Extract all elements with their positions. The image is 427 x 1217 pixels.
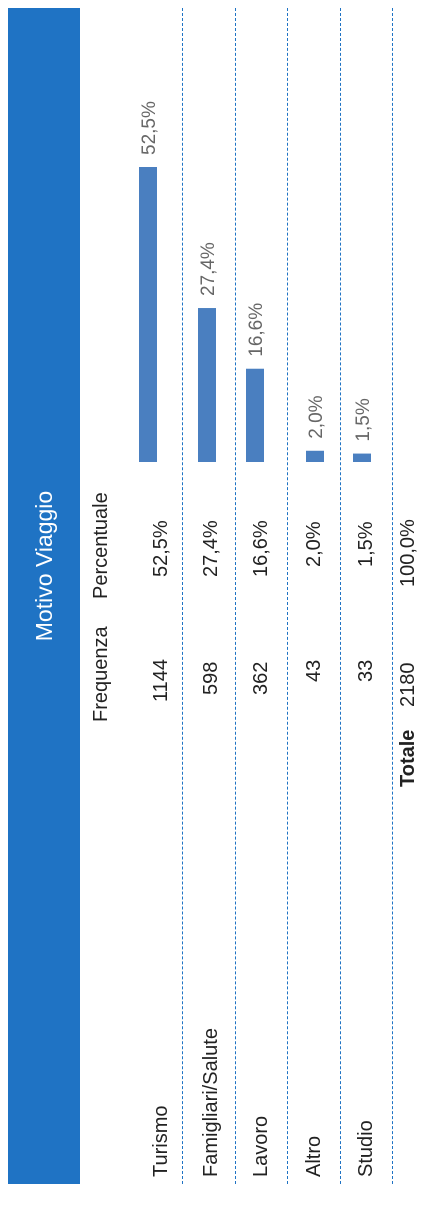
bar-altro <box>306 450 324 462</box>
bar-turismo <box>139 167 157 462</box>
bar-studio <box>353 453 371 462</box>
bar-lavoro <box>246 368 264 462</box>
bar-famigliari-salute <box>198 308 216 462</box>
bar-label-turismo: 52,5% <box>139 101 160 155</box>
bar-label-altro: 2,0% <box>306 395 327 438</box>
bar-label-lavoro: 16,6% <box>246 303 267 357</box>
bar-label-studio: 1,5% <box>353 398 374 441</box>
bar-label-famigliari-salute: 27,4% <box>198 242 219 296</box>
